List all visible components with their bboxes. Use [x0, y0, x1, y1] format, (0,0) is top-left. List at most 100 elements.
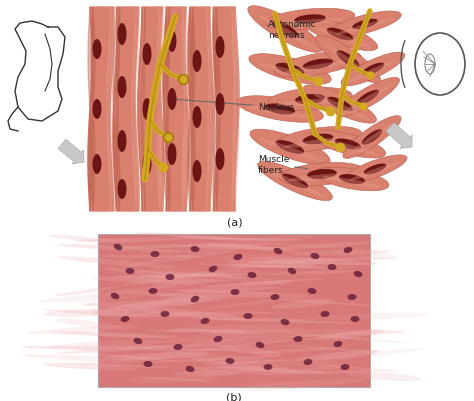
Ellipse shape [140, 247, 267, 255]
Polygon shape [113, 8, 120, 211]
Ellipse shape [310, 131, 386, 158]
Ellipse shape [252, 262, 375, 265]
Ellipse shape [191, 296, 199, 302]
Ellipse shape [143, 44, 152, 66]
Ellipse shape [343, 116, 401, 159]
Ellipse shape [276, 141, 304, 154]
Polygon shape [188, 8, 195, 211]
Ellipse shape [364, 164, 386, 175]
Ellipse shape [320, 311, 329, 317]
Ellipse shape [83, 273, 228, 279]
Ellipse shape [249, 370, 399, 375]
Bar [98, 235, 370, 387]
Ellipse shape [257, 16, 316, 50]
Ellipse shape [327, 97, 353, 112]
Polygon shape [188, 8, 214, 211]
Ellipse shape [245, 358, 353, 367]
Polygon shape [132, 8, 139, 211]
Ellipse shape [209, 318, 356, 324]
Ellipse shape [307, 170, 337, 180]
Text: Autonomic
neurons: Autonomic neurons [268, 20, 317, 40]
Ellipse shape [141, 348, 262, 360]
Ellipse shape [167, 144, 176, 166]
Ellipse shape [282, 299, 382, 307]
Ellipse shape [287, 331, 411, 337]
Ellipse shape [89, 354, 177, 361]
Ellipse shape [191, 246, 200, 252]
Ellipse shape [280, 163, 365, 186]
Ellipse shape [273, 331, 412, 344]
Ellipse shape [334, 341, 342, 347]
Ellipse shape [161, 311, 170, 317]
Ellipse shape [143, 154, 152, 176]
Ellipse shape [201, 296, 313, 310]
Ellipse shape [130, 273, 272, 279]
Ellipse shape [272, 21, 298, 38]
Ellipse shape [227, 266, 358, 268]
Ellipse shape [324, 45, 375, 80]
Ellipse shape [151, 268, 242, 280]
Ellipse shape [113, 244, 222, 249]
Ellipse shape [328, 264, 337, 270]
Ellipse shape [134, 338, 142, 344]
Ellipse shape [104, 268, 186, 279]
Ellipse shape [123, 277, 233, 282]
Ellipse shape [55, 318, 126, 330]
Ellipse shape [201, 318, 210, 324]
Ellipse shape [266, 170, 326, 198]
Polygon shape [163, 8, 170, 211]
Ellipse shape [248, 7, 322, 53]
Ellipse shape [302, 18, 378, 51]
Ellipse shape [184, 367, 297, 373]
Ellipse shape [118, 24, 127, 46]
Ellipse shape [92, 155, 101, 174]
Ellipse shape [303, 59, 333, 70]
Ellipse shape [341, 53, 405, 87]
Ellipse shape [267, 271, 357, 275]
Ellipse shape [44, 363, 136, 370]
Ellipse shape [110, 296, 205, 310]
Ellipse shape [22, 354, 137, 363]
Ellipse shape [173, 344, 182, 350]
FancyArrow shape [58, 140, 84, 164]
Ellipse shape [118, 180, 127, 200]
Ellipse shape [25, 325, 140, 334]
Ellipse shape [347, 124, 393, 156]
Ellipse shape [134, 377, 216, 382]
Ellipse shape [41, 292, 154, 303]
Ellipse shape [144, 356, 281, 363]
Ellipse shape [126, 268, 135, 274]
Polygon shape [157, 8, 164, 211]
Ellipse shape [237, 97, 323, 123]
Ellipse shape [185, 366, 194, 372]
Polygon shape [232, 8, 239, 211]
Ellipse shape [21, 346, 138, 350]
Ellipse shape [118, 77, 127, 99]
Ellipse shape [42, 309, 155, 318]
Ellipse shape [137, 271, 247, 278]
Ellipse shape [219, 254, 292, 262]
Ellipse shape [226, 260, 317, 268]
Ellipse shape [114, 244, 122, 251]
Ellipse shape [151, 251, 159, 257]
Ellipse shape [148, 288, 157, 294]
Ellipse shape [198, 332, 306, 338]
Ellipse shape [118, 131, 127, 153]
Ellipse shape [51, 340, 165, 349]
Ellipse shape [235, 381, 310, 386]
Ellipse shape [362, 130, 383, 146]
Ellipse shape [350, 316, 359, 322]
Ellipse shape [323, 177, 382, 188]
Text: (a): (a) [227, 217, 243, 227]
Ellipse shape [67, 362, 169, 368]
Ellipse shape [303, 134, 333, 145]
Ellipse shape [200, 235, 315, 249]
Ellipse shape [268, 88, 352, 111]
Ellipse shape [308, 288, 317, 294]
Ellipse shape [164, 290, 282, 294]
Ellipse shape [303, 359, 312, 365]
Ellipse shape [274, 127, 362, 152]
Ellipse shape [288, 268, 296, 275]
Ellipse shape [335, 139, 361, 150]
Ellipse shape [304, 329, 404, 334]
